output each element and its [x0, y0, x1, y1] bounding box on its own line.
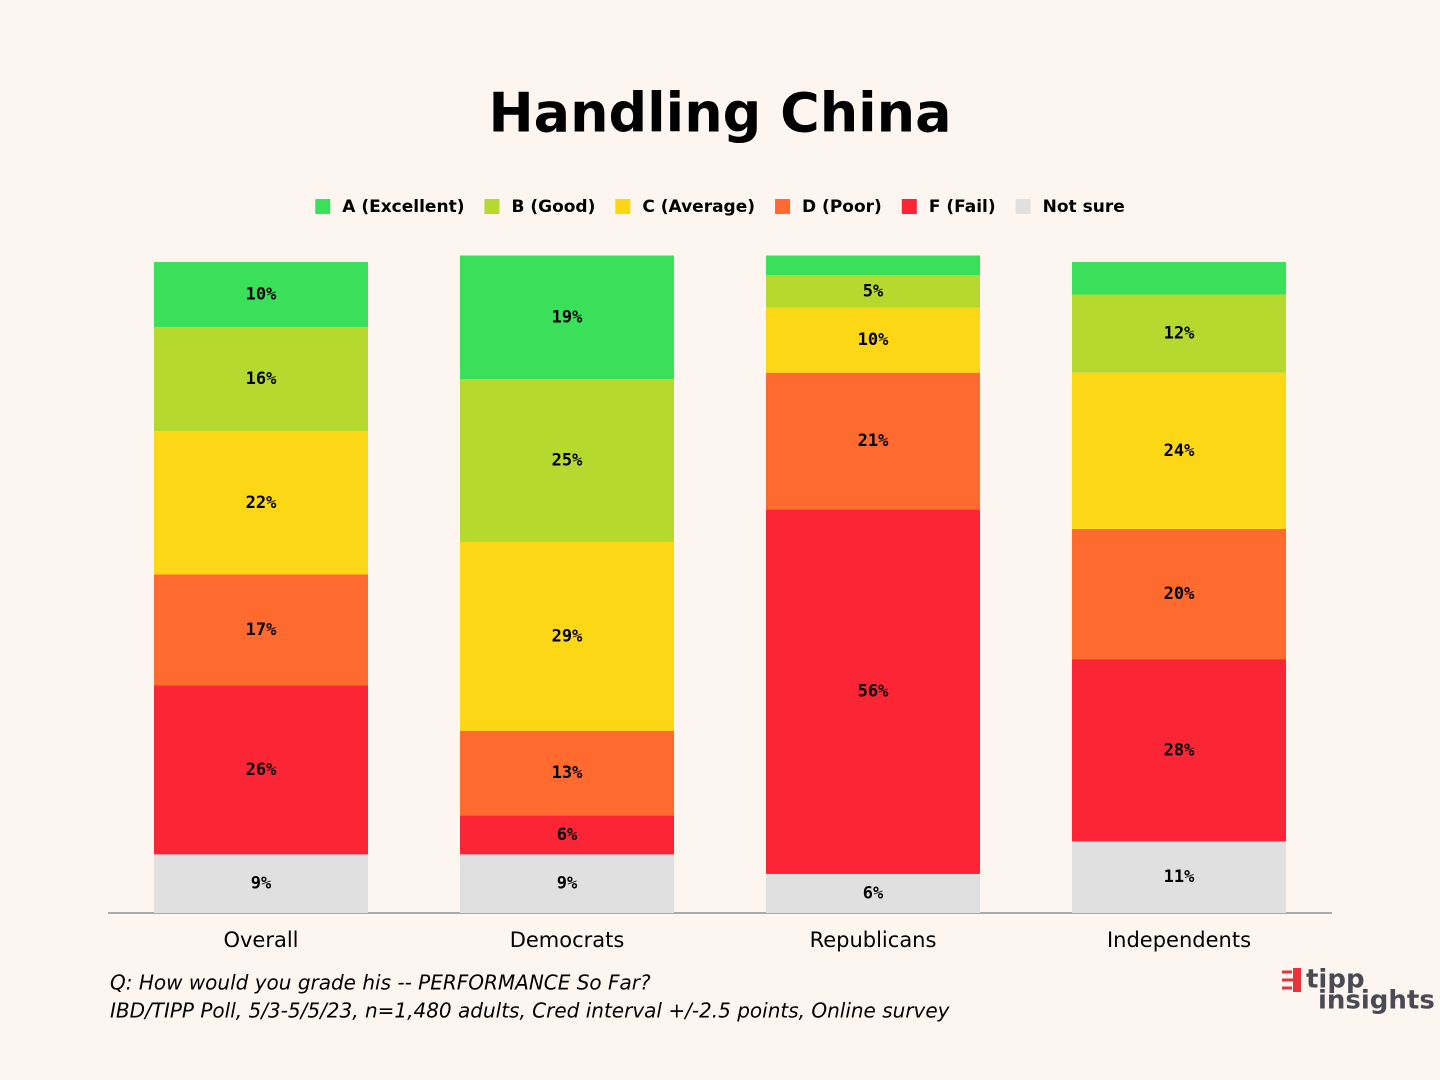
logo-text: insights	[1318, 986, 1435, 1016]
data-label: 6%	[863, 883, 884, 903]
data-label: 22%	[246, 493, 277, 513]
bar-segment	[154, 685, 368, 855]
x-tick-label: Overall	[223, 928, 298, 952]
footnote: Q: How would you grade his -- PERFORMANC…	[110, 971, 651, 995]
bar-segment	[766, 255, 980, 276]
bar-segment	[154, 262, 368, 328]
legend-swatch	[775, 199, 791, 214]
bar-segment	[766, 372, 980, 510]
legend-swatch	[1015, 199, 1031, 214]
data-label: 13%	[552, 763, 583, 783]
logo-text: tipp	[1306, 965, 1365, 995]
bar-segment	[766, 307, 980, 373]
data-label: 24%	[1164, 441, 1195, 461]
data-label: 25%	[552, 451, 583, 471]
logo: tipp insights	[1282, 965, 1435, 1016]
bar-segment	[460, 854, 674, 913]
bar-segment	[154, 431, 368, 575]
legend-label: B (Good)	[511, 197, 595, 217]
data-label: 11%	[1164, 867, 1195, 887]
bar-segment	[460, 541, 674, 731]
x-tick-label: Democrats	[510, 928, 625, 952]
bar-segment	[154, 327, 368, 432]
logo-icon	[1293, 968, 1301, 992]
data-label: 28%	[1164, 740, 1195, 760]
bar-segment	[766, 509, 980, 874]
data-label: 6%	[557, 825, 578, 845]
data-label: 19%	[552, 307, 583, 327]
legend-label: F (Fail)	[929, 197, 996, 217]
data-label: 17%	[246, 620, 277, 640]
legend-swatch	[315, 199, 331, 214]
data-label: 10%	[858, 330, 889, 350]
x-tick-label: Independents	[1107, 928, 1251, 952]
bar-segment	[1072, 659, 1286, 842]
bar-segment	[1072, 262, 1286, 295]
data-label: 9%	[251, 874, 272, 894]
legend-swatch	[484, 199, 500, 214]
legend-label: Not sure	[1043, 197, 1125, 217]
data-label: 56%	[858, 682, 889, 702]
bar-segment	[766, 275, 980, 308]
data-label: 10%	[246, 285, 277, 305]
bar-segment	[1072, 294, 1286, 373]
legend-swatch	[615, 199, 631, 214]
bar-segment	[460, 730, 674, 816]
legend-label: A (Excellent)	[342, 197, 464, 217]
bar-segment	[154, 574, 368, 686]
footnote: IBD/TIPP Poll, 5/3-5/5/23, n=1,480 adult…	[110, 999, 951, 1023]
data-label: 9%	[557, 874, 578, 894]
data-label: 26%	[246, 760, 277, 780]
bar-segment	[460, 255, 674, 380]
legend-label: C (Average)	[642, 197, 755, 217]
data-label: 16%	[246, 369, 277, 389]
bar-segment	[766, 873, 980, 913]
data-label: 5%	[863, 281, 884, 301]
bar-segment	[460, 815, 674, 855]
bar-segment	[154, 854, 368, 913]
x-tick-label: Republicans	[810, 928, 937, 952]
bar-segment	[1072, 841, 1286, 913]
bar-segment	[1072, 528, 1286, 660]
bar-segment	[460, 379, 674, 542]
legend-label: D (Poor)	[802, 197, 882, 217]
chart-title: Handling China	[488, 82, 951, 145]
logo-icon	[1282, 970, 1294, 990]
data-label: 29%	[552, 626, 583, 646]
data-label: 20%	[1164, 584, 1195, 604]
legend-swatch	[901, 199, 917, 214]
bar-segment	[1072, 372, 1286, 529]
data-label: 21%	[858, 431, 889, 451]
data-label: 12%	[1164, 324, 1195, 344]
